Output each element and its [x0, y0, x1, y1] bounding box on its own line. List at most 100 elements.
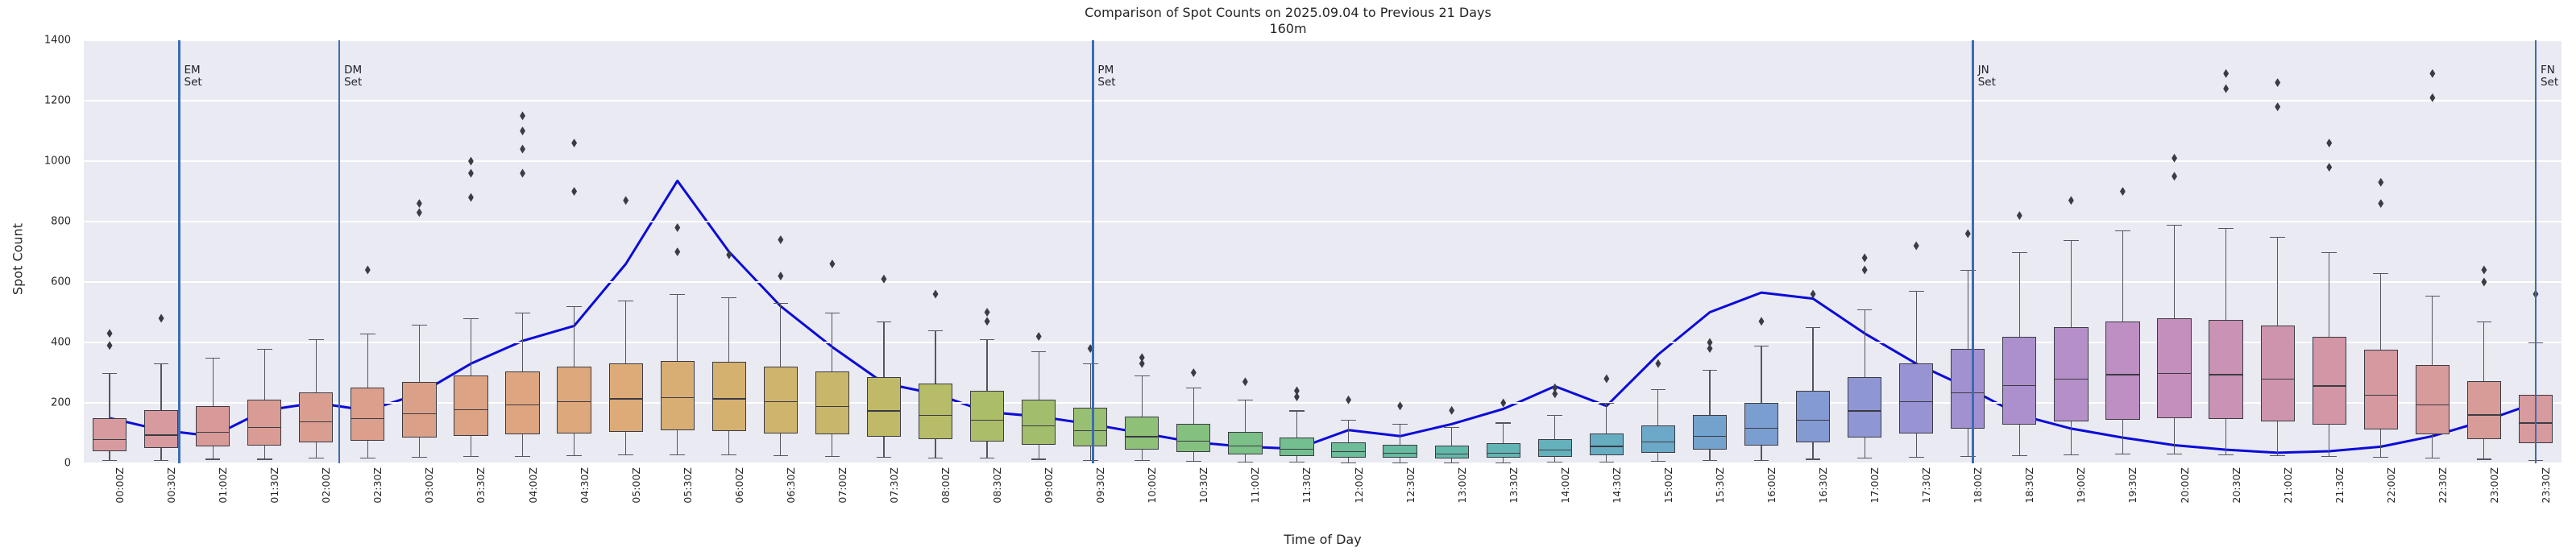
cap-upper: [1547, 415, 1563, 417]
outlier-marker: [416, 199, 422, 208]
whisker-lower: [263, 445, 265, 459]
cap-lower: [2012, 454, 2027, 456]
median-line: [1951, 392, 1985, 394]
x-tick-label: 06:30Z: [784, 467, 797, 504]
vline-label-line2: Set: [1977, 76, 1996, 89]
median-line: [763, 401, 798, 403]
whisker-lower: [2432, 434, 2433, 458]
x-tick-label: 02:30Z: [371, 467, 384, 504]
whisker-lower: [2225, 418, 2227, 454]
cap-lower: [2373, 456, 2389, 458]
outlier-marker: [674, 247, 681, 256]
whisker-lower: [1915, 433, 1917, 457]
outlier-marker: [158, 313, 164, 323]
whisker-lower: [1554, 456, 1556, 463]
whisker-upper: [1709, 369, 1711, 415]
outlier-marker: [1397, 401, 1404, 411]
box: [1434, 446, 1469, 458]
outlier-marker: [571, 187, 578, 196]
cap-lower: [205, 458, 221, 460]
median-line: [1848, 410, 1882, 412]
whisker-lower: [1709, 450, 1711, 461]
x-tick-label: 20:00Z: [2178, 467, 2191, 504]
cap-upper: [102, 372, 118, 374]
cap-upper: [463, 318, 479, 320]
whisker-lower: [573, 433, 575, 455]
outlier-marker: [778, 272, 784, 280]
cap-lower: [1238, 461, 1253, 463]
median-line: [1692, 435, 1728, 437]
outlier-marker: [2481, 277, 2487, 287]
outlier-marker: [106, 329, 113, 338]
box: [763, 367, 798, 433]
vline-label-line2: Set: [344, 76, 363, 89]
box: [1744, 403, 1779, 446]
x-tick-label: 12:00Z: [1352, 467, 1365, 504]
outlier-marker: [726, 250, 732, 259]
reference-vline: [1092, 40, 1094, 463]
box: [1589, 433, 1624, 455]
box: [1280, 438, 1314, 456]
whisker-upper: [625, 300, 627, 364]
x-tick-label: 06:00Z: [732, 467, 745, 504]
vline-label-line1: EM: [184, 64, 201, 77]
x-tick-label: 13:00Z: [1455, 467, 1468, 504]
whisker-lower: [1347, 457, 1350, 463]
x-tick-label: 07:30Z: [887, 467, 900, 504]
whisker-upper: [1296, 410, 1298, 438]
outlier-marker: [1810, 289, 1816, 299]
whisker-upper: [212, 357, 214, 406]
cap-lower: [102, 460, 118, 462]
y-tick-label: 1200: [44, 94, 71, 107]
cap-upper: [1082, 363, 1098, 365]
outlier-marker: [2119, 187, 2126, 196]
cap-lower: [1908, 456, 1924, 458]
outlier-marker: [881, 274, 887, 284]
outlier-marker: [829, 259, 836, 268]
outlier-marker: [520, 111, 526, 121]
cap-lower: [721, 454, 737, 455]
outlier-marker: [1293, 392, 1300, 401]
median-line: [143, 434, 179, 436]
outlier-marker: [1758, 317, 1765, 326]
x-tick-label: 23:30Z: [2539, 467, 2552, 504]
outlier-marker: [2068, 196, 2074, 205]
outlier-marker: [571, 139, 578, 147]
y-tick-label: 0: [64, 457, 71, 470]
box: [1692, 415, 1728, 450]
box: [247, 400, 282, 446]
box: [969, 391, 1005, 442]
x-tick-label: 16:30Z: [1817, 467, 1830, 504]
box: [1951, 348, 1985, 429]
whisker-upper: [2483, 321, 2485, 381]
box: [1899, 363, 1934, 433]
outlier-marker: [2275, 78, 2281, 87]
whisker-lower: [2173, 417, 2176, 454]
x-tick-label: 10:00Z: [1146, 467, 1159, 504]
whisker-lower: [1296, 455, 1298, 463]
x-tick-label: 04:30Z: [578, 467, 591, 504]
outlier-marker: [520, 127, 526, 135]
cap-lower: [618, 454, 633, 455]
box: [92, 417, 127, 451]
outlier-marker: [674, 223, 681, 232]
whisker-upper: [263, 348, 265, 400]
cap-upper: [2321, 251, 2337, 253]
whisker-upper: [986, 339, 988, 391]
box: [1073, 407, 1108, 447]
x-tick-label: 19:00Z: [2075, 467, 2088, 504]
x-tick-label: 16:00Z: [1765, 467, 1778, 504]
median-line: [1125, 436, 1159, 438]
outlier-marker: [467, 168, 474, 178]
x-tick-label: 23:00Z: [2487, 467, 2500, 504]
x-axis-label: Time of Day: [1284, 532, 1362, 547]
cap-lower: [1702, 460, 1718, 462]
box: [557, 367, 591, 433]
outlier-marker: [2275, 102, 2281, 111]
whisker-lower: [2277, 421, 2279, 455]
box: [608, 363, 643, 432]
whisker-lower: [418, 438, 420, 457]
outlier-marker: [1139, 359, 1145, 368]
chart-title: Comparison of Spot Counts on 2025.09.04 …: [1085, 5, 1491, 20]
whisker-lower: [625, 431, 627, 454]
